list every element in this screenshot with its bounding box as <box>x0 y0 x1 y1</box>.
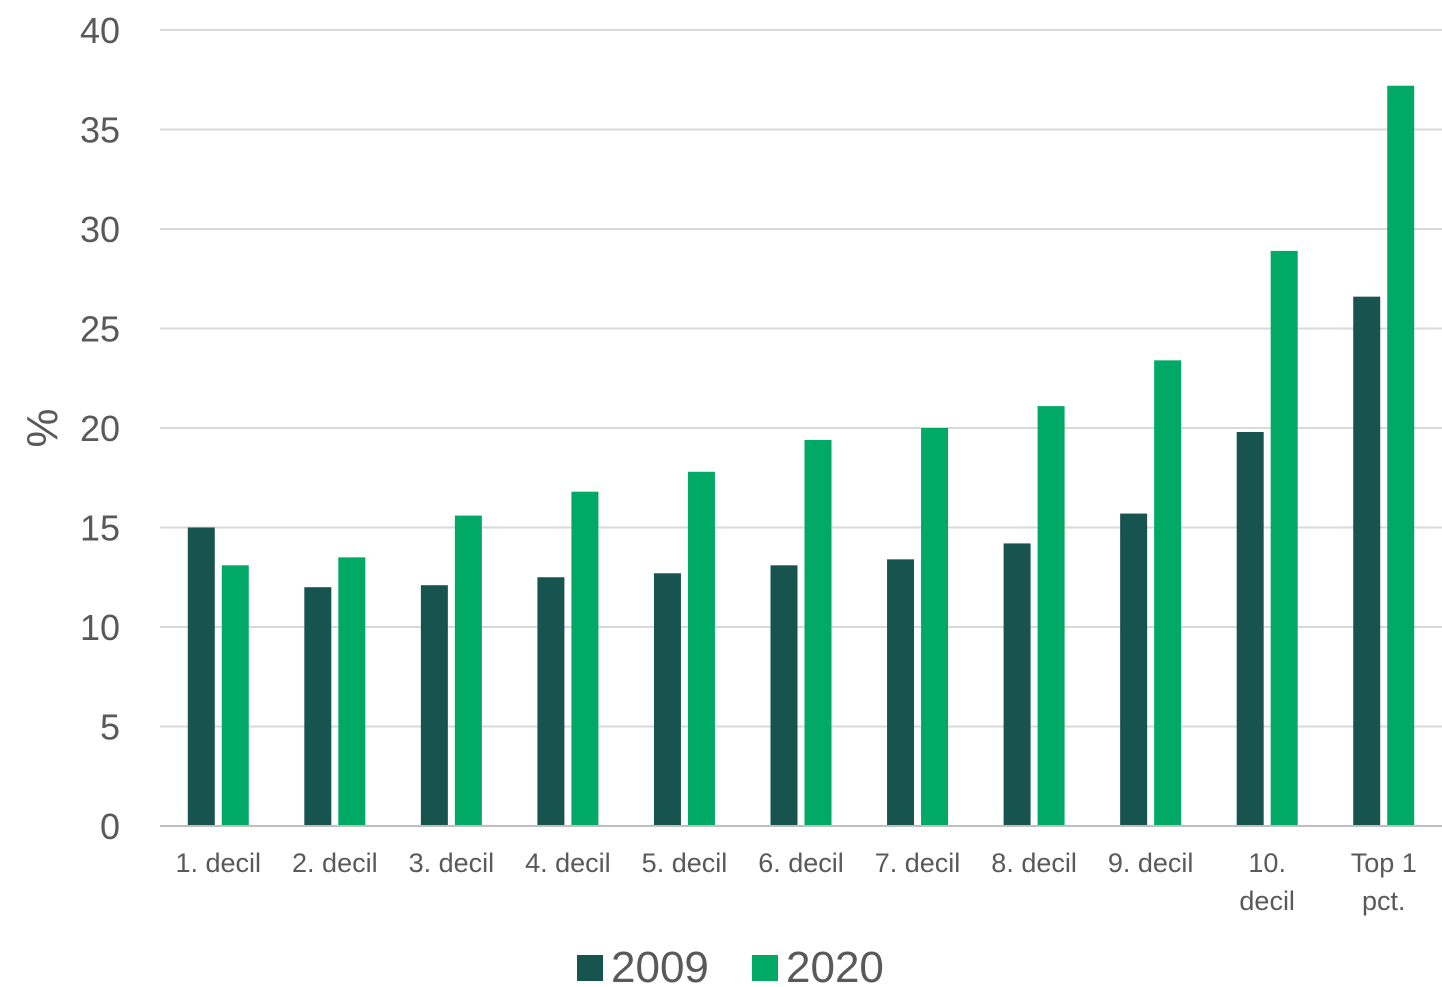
bar-2020-8 <box>1154 360 1182 826</box>
y-tick-label: 20 <box>80 408 120 449</box>
bar-2009-5 <box>770 565 798 826</box>
y-tick-label: 25 <box>80 309 120 350</box>
x-tick-label: 9. decil <box>1108 848 1194 878</box>
x-tick-label: decil <box>1239 886 1295 916</box>
y-tick-label: 5 <box>100 707 120 748</box>
bar-2009-10 <box>1353 296 1381 826</box>
x-tick-label: pct. <box>1362 886 1406 916</box>
x-tick-label: 2. decil <box>292 848 378 878</box>
bar-2020-4 <box>687 471 715 826</box>
bar-2020-1 <box>338 557 366 826</box>
bar-2020-7 <box>1037 406 1065 826</box>
y-tick-label: 30 <box>80 209 120 250</box>
bar-2009-3 <box>537 577 565 826</box>
x-tick-label: 3. decil <box>409 848 495 878</box>
x-tick-label: 5. decil <box>642 848 728 878</box>
y-tick-label: 35 <box>80 110 120 151</box>
x-tick-label: 6. decil <box>758 848 844 878</box>
bars <box>187 85 1415 827</box>
y-tick-label: 40 <box>80 10 120 51</box>
bar-2020-5 <box>804 439 832 826</box>
bar-2020-9 <box>1270 250 1298 826</box>
bar-2009-2 <box>420 585 448 826</box>
bar-2009-0 <box>187 527 215 826</box>
y-axis-label: % <box>18 408 67 447</box>
bar-2009-4 <box>653 573 681 826</box>
bar-2009-1 <box>304 587 332 826</box>
bar-2009-6 <box>887 559 915 826</box>
y-tick-label: 0 <box>100 806 120 847</box>
bar-2020-2 <box>454 515 482 826</box>
y-axis-ticks: 0 5 10 15 20 25 30 35 40 <box>80 10 120 847</box>
legend-swatch-2020 <box>752 955 778 981</box>
y-tick-label: 10 <box>80 607 120 648</box>
x-tick-label: 1. decil <box>175 848 261 878</box>
legend: 2009 2020 <box>577 943 884 987</box>
x-tick-label: Top 1 <box>1351 848 1417 878</box>
bar-2020-6 <box>921 428 949 826</box>
legend-label-2009: 2009 <box>611 943 709 987</box>
x-tick-label: 10. <box>1248 848 1286 878</box>
gridlines <box>160 29 1442 728</box>
bar-2009-7 <box>1003 543 1031 826</box>
x-tick-label: 7. decil <box>875 848 961 878</box>
legend-swatch-2009 <box>577 955 603 981</box>
bar-2020-0 <box>221 565 249 826</box>
bar-2009-8 <box>1120 513 1148 826</box>
x-axis-labels: 1. decil 2. decil 3. decil 4. decil 5. decil… <box>175 848 1416 916</box>
bar-2020-3 <box>571 491 599 826</box>
x-tick-label: 8. decil <box>991 848 1077 878</box>
y-tick-label: 15 <box>80 508 120 549</box>
legend-label-2020: 2020 <box>786 943 884 987</box>
bar-2009-9 <box>1236 431 1264 826</box>
x-tick-label: 4. decil <box>525 848 611 878</box>
bar-2020-10 <box>1387 85 1415 827</box>
